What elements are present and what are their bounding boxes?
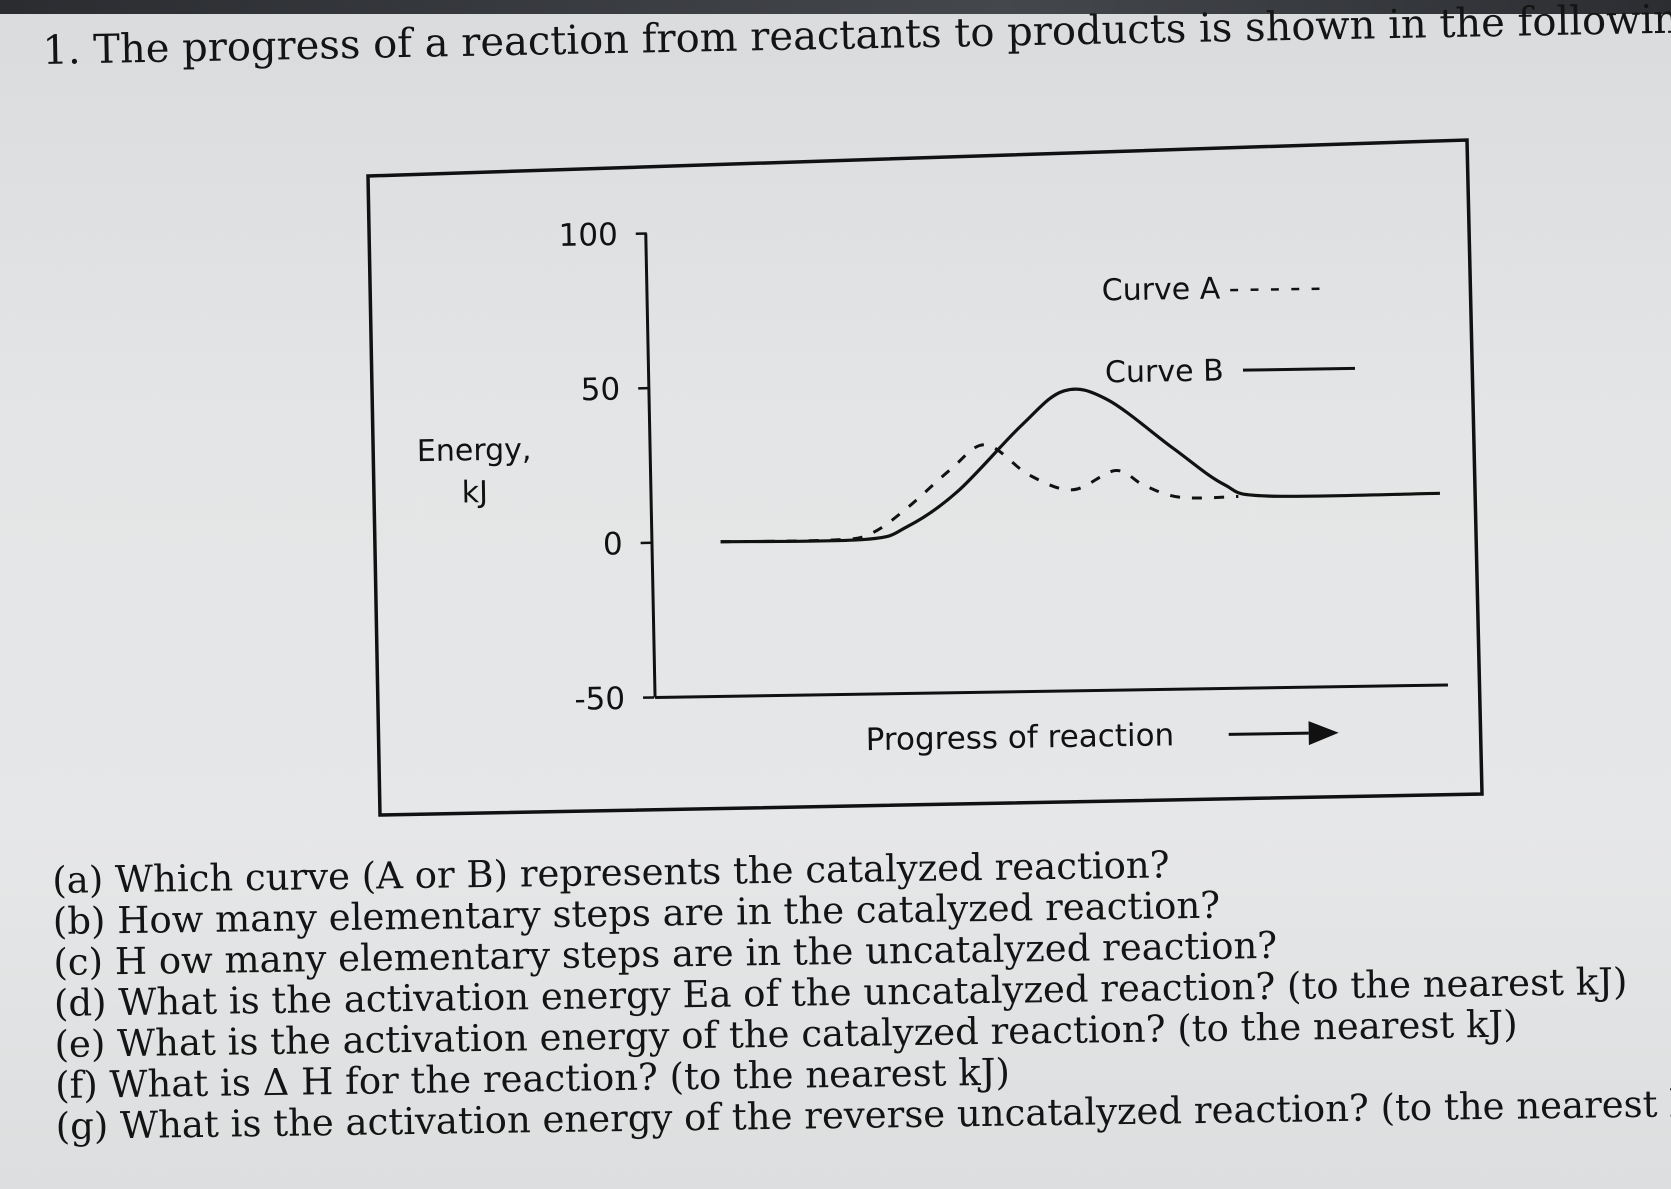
y-tick-label: 50	[580, 372, 620, 409]
legend-curve-b-label: Curve B	[1105, 353, 1224, 390]
y-tick-label: -50	[574, 681, 625, 718]
progress-arrow-shaft	[1228, 731, 1309, 736]
y-axis-line	[644, 233, 657, 698]
legend-curve-b-swatch	[1242, 366, 1356, 372]
legend-curve-a-dashes: - - - - -	[1228, 270, 1321, 306]
y-axis-label-line-1: Energy,	[417, 432, 532, 469]
y-axis-label-line-2: kJ	[461, 475, 488, 510]
dark-top-edge	[0, 0, 1671, 14]
x-axis-label: Progress of reaction	[865, 717, 1174, 758]
curve-b-line	[720, 387, 1440, 544]
x-axis-line	[655, 683, 1448, 699]
legend-curve-a-label: Curve A	[1101, 272, 1221, 309]
plot-group: 100 50 0 -50 Energy, kJ Curve A - - - - - C…	[417, 217, 1448, 758]
figure-frame	[366, 138, 1484, 817]
sub-question-list: (a) Which curve (A or B) represents the …	[52, 837, 1671, 1148]
curve-a-line	[720, 443, 1239, 544]
y-tick-label: 100	[558, 217, 618, 254]
progress-arrow-head	[1308, 721, 1339, 746]
y-tick-label: 0	[603, 526, 623, 562]
